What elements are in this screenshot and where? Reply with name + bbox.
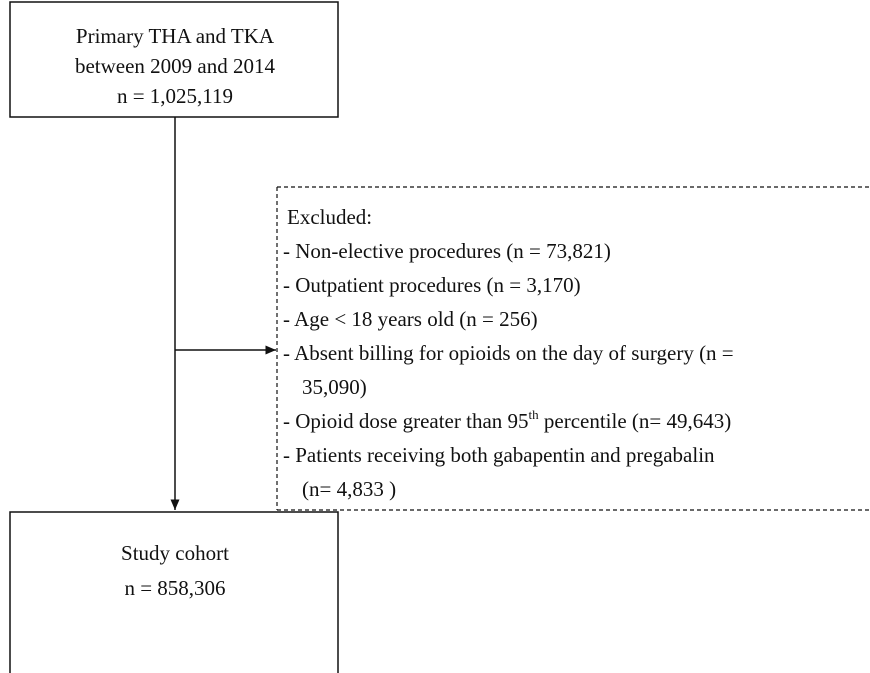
top-box-text: n = 1,025,119	[117, 84, 233, 108]
excluded-item: - Patients receiving both gabapentin and…	[283, 443, 715, 467]
bottom-box-text: n = 858,306	[124, 576, 225, 600]
top-box-text: between 2009 and 2014	[75, 54, 276, 78]
excluded-box	[276, 186, 870, 511]
excluded-title: Excluded:	[287, 205, 372, 229]
superscript: th	[529, 407, 540, 422]
excluded-item: 35,090)	[302, 375, 367, 399]
excluded-item: (n= 4,833 )	[302, 477, 396, 501]
excluded-item: - Absent billing for opioids on the day …	[283, 341, 734, 365]
excluded-item: - Age < 18 years old (n = 256)	[283, 307, 538, 331]
bottom-box-text: Study cohort	[121, 541, 229, 565]
excluded-item: - Non-elective procedures (n = 73,821)	[283, 239, 611, 263]
excluded-list: - Non-elective procedures (n = 73,821) - …	[283, 239, 734, 501]
excluded-item-part: - Opioid dose greater than 95	[283, 409, 529, 433]
excluded-item: - Opioid dose greater than 95th percenti…	[283, 407, 731, 433]
excluded-item: - Outpatient procedures (n = 3,170)	[283, 273, 581, 297]
top-box	[9, 1, 339, 118]
top-box-text: Primary THA and TKA	[76, 24, 275, 48]
bottom-box	[9, 511, 339, 673]
excluded-item-part: percentile (n= 49,643)	[539, 409, 732, 433]
